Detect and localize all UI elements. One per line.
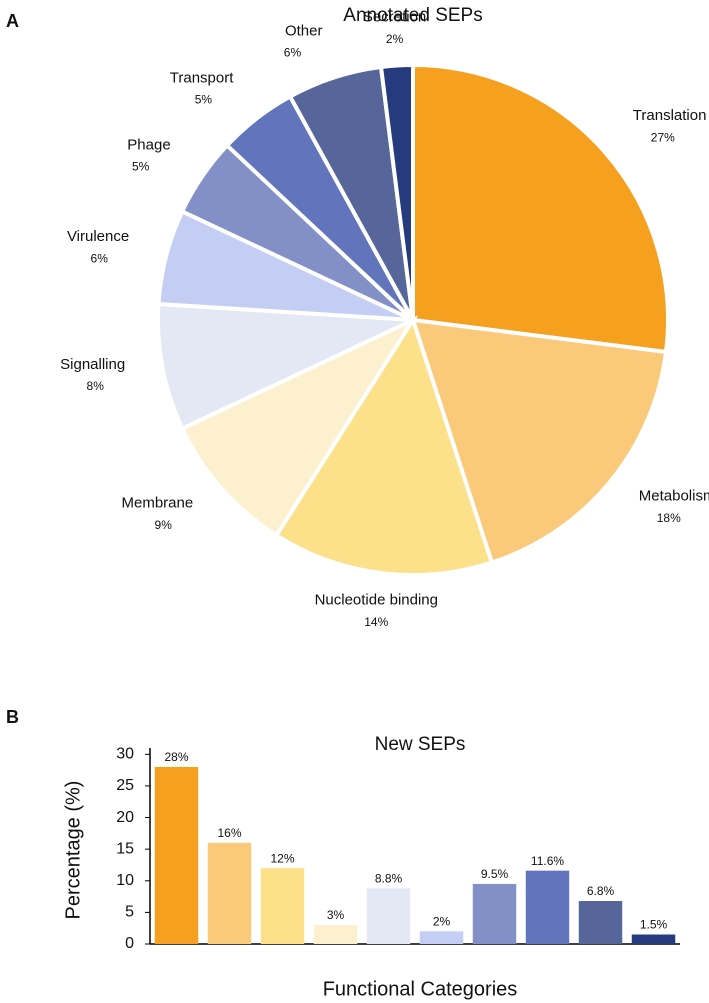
slice-label: Translation	[633, 107, 707, 124]
slice-value-label: 6%	[91, 251, 109, 265]
slice-label: Secretion	[363, 9, 426, 26]
slice-value-label: 27%	[651, 130, 675, 144]
slice-value-label: 2%	[386, 32, 404, 46]
pie-slice	[411, 62, 670, 355]
bar	[525, 870, 570, 944]
y-tick-label: 0	[125, 935, 134, 952]
bar	[631, 934, 676, 944]
y-tick-label: 25	[116, 777, 134, 794]
y-axis-label: Percentage (%)	[62, 781, 84, 920]
slice-value-label: 6%	[284, 46, 302, 60]
slice-label: Transport	[170, 69, 234, 86]
slice-label: Nucleotide binding	[315, 592, 438, 609]
bar	[154, 766, 199, 944]
y-tick-label: 5	[125, 904, 134, 921]
slice-value-label: 14%	[364, 615, 388, 629]
slice-value-label: 5%	[132, 159, 150, 173]
bar-value-label: 12%	[270, 851, 294, 865]
bar	[472, 883, 517, 944]
chart-title: Annotated SEPs	[343, 5, 482, 26]
slice-value-label: 9%	[155, 518, 173, 532]
y-tick-label: 15	[116, 840, 134, 857]
bar	[313, 925, 358, 944]
slice-label: Signalling	[60, 356, 125, 373]
chart-title: New SEPs	[375, 734, 466, 755]
bar-value-label: 16%	[217, 826, 241, 840]
bar	[260, 868, 305, 944]
bar-value-label: 2%	[433, 915, 451, 929]
slice-value-label: 8%	[87, 379, 105, 393]
bar-value-label: 1.5%	[640, 918, 668, 932]
bar-value-label: 11.6%	[531, 854, 564, 868]
bar	[207, 842, 252, 944]
x-axis-label: Functional Categories	[323, 978, 518, 1000]
pie-slice	[410, 317, 669, 566]
y-tick-label: 30	[116, 746, 134, 763]
slice-value-label: 18%	[657, 511, 681, 525]
slice-label: Membrane	[122, 495, 194, 512]
pie-slice	[179, 315, 419, 539]
panel-label: A	[6, 11, 19, 31]
bar-value-label: 3%	[327, 908, 345, 922]
pie-slice	[378, 62, 415, 321]
bar-value-label: 8.8%	[375, 872, 403, 886]
panel-label: B	[6, 707, 19, 727]
y-tick-label: 20	[116, 809, 134, 826]
slice-value-label: 5%	[195, 93, 213, 107]
slice-label: Phage	[127, 136, 170, 153]
slice-label: Metabolism	[639, 488, 709, 505]
y-tick-label: 10	[116, 872, 134, 889]
bar	[419, 931, 464, 944]
bar-value-label: 28%	[164, 750, 188, 764]
pie-slice	[273, 315, 495, 577]
bar	[578, 901, 623, 944]
slice-label: Other	[285, 22, 323, 39]
bar-value-label: 6.8%	[587, 884, 615, 898]
bar	[366, 888, 411, 944]
pie-slice	[156, 301, 414, 432]
slice-label: Virulence	[67, 228, 129, 245]
bar-value-label: 9.5%	[481, 867, 509, 881]
